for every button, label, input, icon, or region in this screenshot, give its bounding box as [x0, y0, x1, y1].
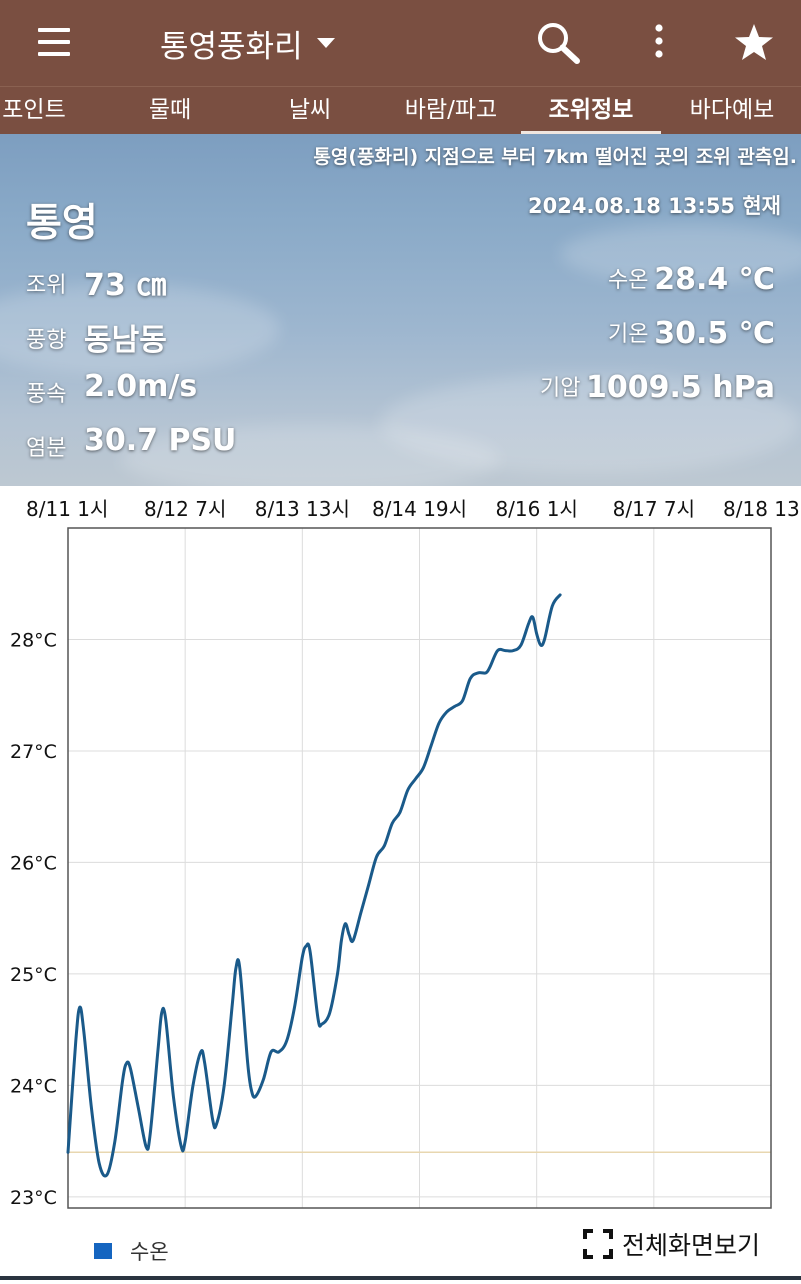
tab-weather[interactable]: 날씨 [288, 97, 332, 123]
chart-canvas: 8/11 1시 8/12 7시 8/13 13시 8/14 19시 8/16 1시 8/1… [10, 497, 800, 1209]
fullscreen-label: 전체화면보기 [622, 1231, 761, 1260]
salinity-label: 염분 [26, 436, 67, 461]
y-tick-label: 25°C [10, 964, 57, 986]
wind-speed-value: 2.0m/s [84, 369, 198, 404]
legend-label: 수온 [130, 1240, 169, 1264]
observation-time: 2024.08.18 13:55 현재 [528, 194, 781, 218]
x-tick-label: 8/17 7시 [613, 497, 695, 521]
observation-panel: 통영(풍화리) 지점으로 부터 7km 떨어진 곳의 조위 관측임. 통영 20… [0, 134, 801, 486]
more-vert-icon[interactable] [648, 22, 670, 62]
series-line-water-temp [66, 593, 562, 1178]
water-temp-value: 28.4 ℃ [654, 262, 775, 297]
tab-wind-wave[interactable]: 바람/파고 [404, 97, 498, 123]
wind-direction-value: 동남동 [84, 323, 167, 358]
fullscreen-button[interactable]: 전체화면보기 [582, 1226, 760, 1262]
tab-tide[interactable]: 물때 [148, 97, 192, 123]
x-tick-label: 8/16 1시 [495, 497, 577, 521]
pressure-value: 1009.5 hPa [586, 370, 775, 405]
station-distance-notice: 통영(풍화리) 지점으로 부터 7km 떨어진 곳의 조위 관측임. [313, 146, 797, 168]
tide-level-value: 73 ㎝ [84, 268, 167, 303]
hamburger-menu-icon[interactable] [38, 28, 70, 56]
plot-area-border [67, 527, 772, 1209]
pressure-label: 기압 [540, 376, 581, 401]
wind-speed-label: 풍속 [26, 382, 67, 407]
x-tick-label: 8/12 7시 [144, 497, 226, 521]
air-temp-value: 30.5 ℃ [654, 316, 775, 351]
tab-point[interactable]: 포인트 [2, 97, 66, 123]
fullscreen-icon [583, 1229, 613, 1259]
tab-tide-info[interactable]: 조위정보 [548, 97, 634, 123]
water-temp-label: 수온 [608, 268, 649, 293]
bottom-edge [0, 1276, 801, 1280]
y-tick-label: 24°C [10, 1075, 57, 1097]
x-tick-label: 8/18 13 [723, 497, 800, 521]
x-tick-label: 8/11 1시 [26, 497, 108, 521]
y-tick-label: 23°C [10, 1187, 57, 1209]
x-tick-label: 8/13 13시 [255, 497, 350, 521]
station-name: 통영 [26, 201, 98, 246]
y-tick-label: 27°C [10, 741, 57, 763]
app-bar: 통영풍화리 [0, 0, 801, 86]
active-tab-indicator [521, 131, 661, 135]
location-selector[interactable]: 통영풍화리 [160, 20, 335, 66]
salinity-value: 30.7 PSU [84, 423, 237, 458]
page-title: 통영풍화리 [160, 28, 303, 65]
y-tick-label: 28°C [10, 629, 57, 651]
air-temp-label: 기온 [608, 322, 649, 347]
tab-sea-forecast[interactable]: 바다예보 [689, 97, 775, 123]
x-tick-label: 8/14 19시 [372, 497, 467, 521]
y-tick-label: 26°C [10, 852, 57, 874]
tide-level-label: 조위 [26, 273, 67, 298]
wind-direction-label: 풍향 [26, 328, 67, 353]
water-temperature-chart: 8/11 1시 8/12 7시 8/13 13시 8/14 19시 8/16 1시 8/1… [0, 486, 801, 1280]
caret-down-icon [316, 38, 335, 48]
star-icon[interactable] [733, 22, 775, 62]
search-icon[interactable] [534, 20, 582, 66]
legend-swatch [94, 1243, 112, 1259]
chart-legend: 수온 [94, 1236, 169, 1266]
tab-bar: 포인트 물때 날씨 바람/파고 조위정보 바다예보 [0, 86, 801, 135]
